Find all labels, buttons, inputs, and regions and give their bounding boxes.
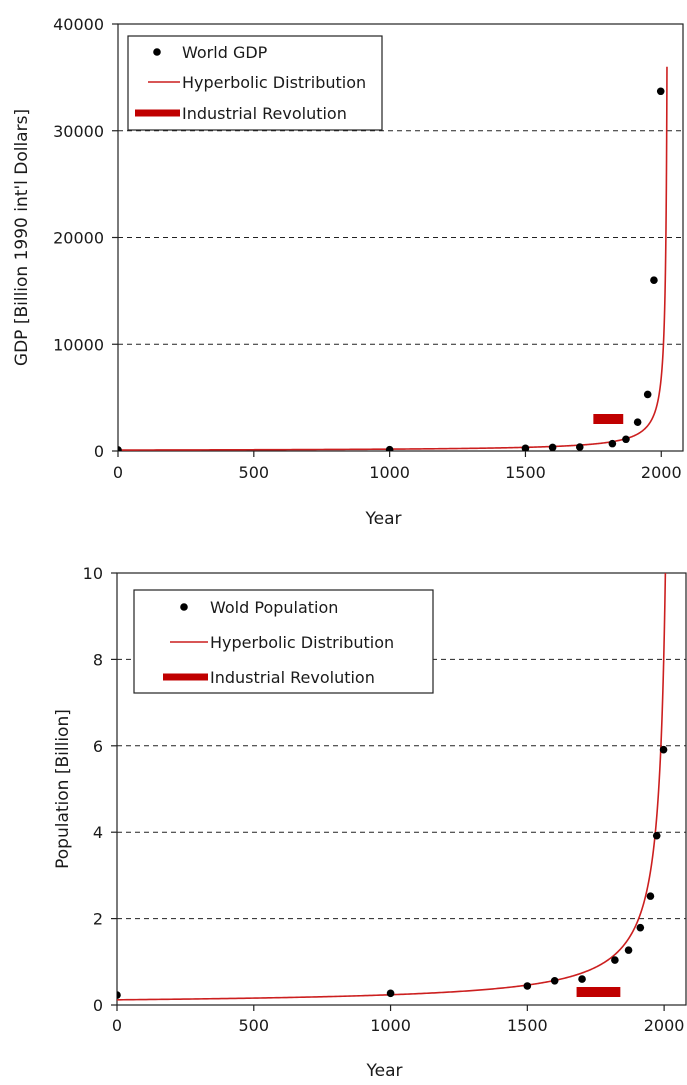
x-tick-label: 0 xyxy=(112,1016,122,1035)
y-tick-label: 6 xyxy=(93,737,103,756)
data-point xyxy=(652,831,661,840)
data-point xyxy=(550,977,559,985)
data-point xyxy=(608,439,617,448)
x-tick-label: 1500 xyxy=(505,463,546,482)
y-tick-label: 20000 xyxy=(53,229,104,248)
data-point xyxy=(650,276,658,285)
y-tick-label: 30000 xyxy=(53,122,104,141)
x-tick-label: 1000 xyxy=(370,1016,411,1035)
data-point xyxy=(118,446,122,451)
data-point xyxy=(624,946,633,954)
y-tick-label: 8 xyxy=(93,650,103,669)
y-tick-label: 40000 xyxy=(53,15,104,34)
plot-area xyxy=(118,66,668,451)
legend-label: Hyperbolic Distribution xyxy=(210,633,394,652)
data-point xyxy=(633,418,642,426)
x-tick-label: 1000 xyxy=(369,463,410,482)
y-axis-title: GDP [Billion 1990 int'l Dollars] xyxy=(12,109,32,366)
plot-frame xyxy=(116,572,687,1006)
data-point xyxy=(656,87,665,96)
x-tick-label: 500 xyxy=(239,463,270,482)
y-tick-label: 4 xyxy=(93,823,103,842)
legend-label: World GDP xyxy=(182,43,268,62)
y-tick-label: 10000 xyxy=(53,335,104,354)
x-tick-label: 1500 xyxy=(507,1016,548,1035)
data-point xyxy=(622,435,630,444)
data-point xyxy=(117,991,121,999)
data-point xyxy=(385,445,394,451)
data-point xyxy=(611,956,619,964)
legend-label: Wold Population xyxy=(210,598,338,617)
data-point xyxy=(578,975,586,983)
legend-label: Industrial Revolution xyxy=(210,668,375,687)
legend: Wold Population Hyperbolic Distribution In… xyxy=(133,589,434,694)
data-point xyxy=(548,443,557,451)
legend-box xyxy=(127,35,383,131)
legend-dot-icon xyxy=(153,48,161,56)
x-tick-label: 2000 xyxy=(644,1016,685,1035)
data-point xyxy=(659,745,668,754)
x-axis-title: Year xyxy=(365,509,402,529)
x-axis-title: Year xyxy=(366,1061,403,1081)
y-tick-label: 0 xyxy=(93,996,103,1015)
x-tick-label: 2000 xyxy=(641,463,682,482)
x-tick-label: 500 xyxy=(239,1016,270,1035)
legend-label: Industrial Revolution xyxy=(182,104,347,123)
chart-2: 0 2 4 6 8 10 0 500 1000 1500 2000 Year Population [B… xyxy=(53,564,687,1081)
x-tick-label: 0 xyxy=(113,463,123,482)
plot-area xyxy=(117,573,668,1001)
y-axis-title: Population [Billion] xyxy=(53,709,73,869)
legend-label: Hyperbolic Distribution xyxy=(182,73,366,92)
y-tick-label: 10 xyxy=(83,564,103,583)
hyperbolic-curve xyxy=(117,573,667,1001)
data-point xyxy=(523,982,532,990)
chart-1: 0 10000 20000 30000 40000 0 500 1000 1500 2000 Yea… xyxy=(12,15,684,529)
hyperbolic-curve xyxy=(118,66,668,451)
data-point xyxy=(386,989,395,998)
data-point xyxy=(636,923,645,932)
legend: World GDP Hyperbolic Distribution Industri… xyxy=(127,35,383,131)
legend-dot-icon xyxy=(180,603,188,611)
data-point xyxy=(521,444,530,451)
y-tick-label: 0 xyxy=(94,442,104,461)
y-tick-label: 2 xyxy=(93,910,103,929)
data-point xyxy=(643,390,652,399)
data-point xyxy=(575,443,584,451)
data-point xyxy=(646,892,655,900)
